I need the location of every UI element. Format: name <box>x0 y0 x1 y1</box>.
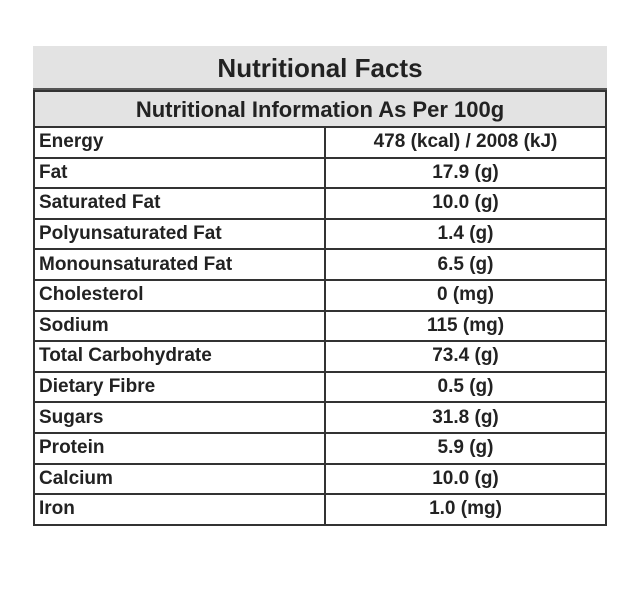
nutrient-amount: 31.8 (g) <box>324 401 607 434</box>
nutrient-row: Polyunsaturated Fat 1.4 (g) <box>33 217 607 251</box>
nutrient-name: Polyunsaturated Fat <box>33 217 326 251</box>
nutrient-row: Dietary Fibre 0.5 (g) <box>33 370 607 404</box>
nutrient-name: Sugars <box>33 401 326 434</box>
nutrient-name: Total Carbohydrate <box>33 340 326 373</box>
nutrient-row: Energy 478 (kcal) / 2008 (kJ) <box>33 126 607 159</box>
nutrient-row: Saturated Fat 10.0 (g) <box>33 187 607 220</box>
nutrient-grid: Energy 478 (kcal) / 2008 (kJ) Fat 17.9 (g) S… <box>33 126 607 526</box>
nutrient-amount: 6.5 (g) <box>324 248 607 281</box>
table-title: Nutritional Facts <box>33 46 607 90</box>
nutrient-name: Dietary Fibre <box>33 370 326 404</box>
nutrient-row: Sugars 31.8 (g) <box>33 401 607 434</box>
nutrient-row: Iron 1.0 (mg) <box>33 493 607 526</box>
nutrient-name: Cholesterol <box>33 278 326 312</box>
nutrient-name: Monounsaturated Fat <box>33 248 326 281</box>
nutrient-row: Cholesterol 0 (mg) <box>33 278 607 312</box>
nutrient-row: Monounsaturated Fat 6.5 (g) <box>33 248 607 281</box>
nutrient-name: Protein <box>33 431 326 465</box>
nutrition-table: Nutritional Facts Nutritional Informatio… <box>33 46 607 526</box>
nutrient-name: Calcium <box>33 462 326 496</box>
nutrient-amount: 478 (kcal) / 2008 (kJ) <box>324 126 607 159</box>
nutrient-amount: 10.0 (g) <box>324 462 607 496</box>
nutrient-row: Sodium 115 (mg) <box>33 309 607 343</box>
nutrient-amount: 73.4 (g) <box>324 340 607 373</box>
nutrient-name: Sodium <box>33 309 326 343</box>
nutrient-row: Calcium 10.0 (g) <box>33 462 607 496</box>
nutrient-amount: 5.9 (g) <box>324 431 607 465</box>
nutrient-amount: 0 (mg) <box>324 278 607 312</box>
nutrient-amount: 10.0 (g) <box>324 187 607 220</box>
nutrient-amount: 1.0 (mg) <box>324 493 607 526</box>
nutrient-row: Total Carbohydrate 73.4 (g) <box>33 340 607 373</box>
nutrient-amount: 17.9 (g) <box>324 156 607 190</box>
table-subtitle: Nutritional Information As Per 100g <box>33 90 607 126</box>
nutrient-name: Energy <box>33 126 326 159</box>
nutrient-amount: 0.5 (g) <box>324 370 607 404</box>
nutrient-amount: 115 (mg) <box>324 309 607 343</box>
nutrient-row: Protein 5.9 (g) <box>33 431 607 465</box>
nutrient-row: Fat 17.9 (g) <box>33 156 607 190</box>
nutrient-name: Fat <box>33 156 326 190</box>
nutrient-name: Saturated Fat <box>33 187 326 220</box>
nutrient-amount: 1.4 (g) <box>324 217 607 251</box>
nutrient-name: Iron <box>33 493 326 526</box>
